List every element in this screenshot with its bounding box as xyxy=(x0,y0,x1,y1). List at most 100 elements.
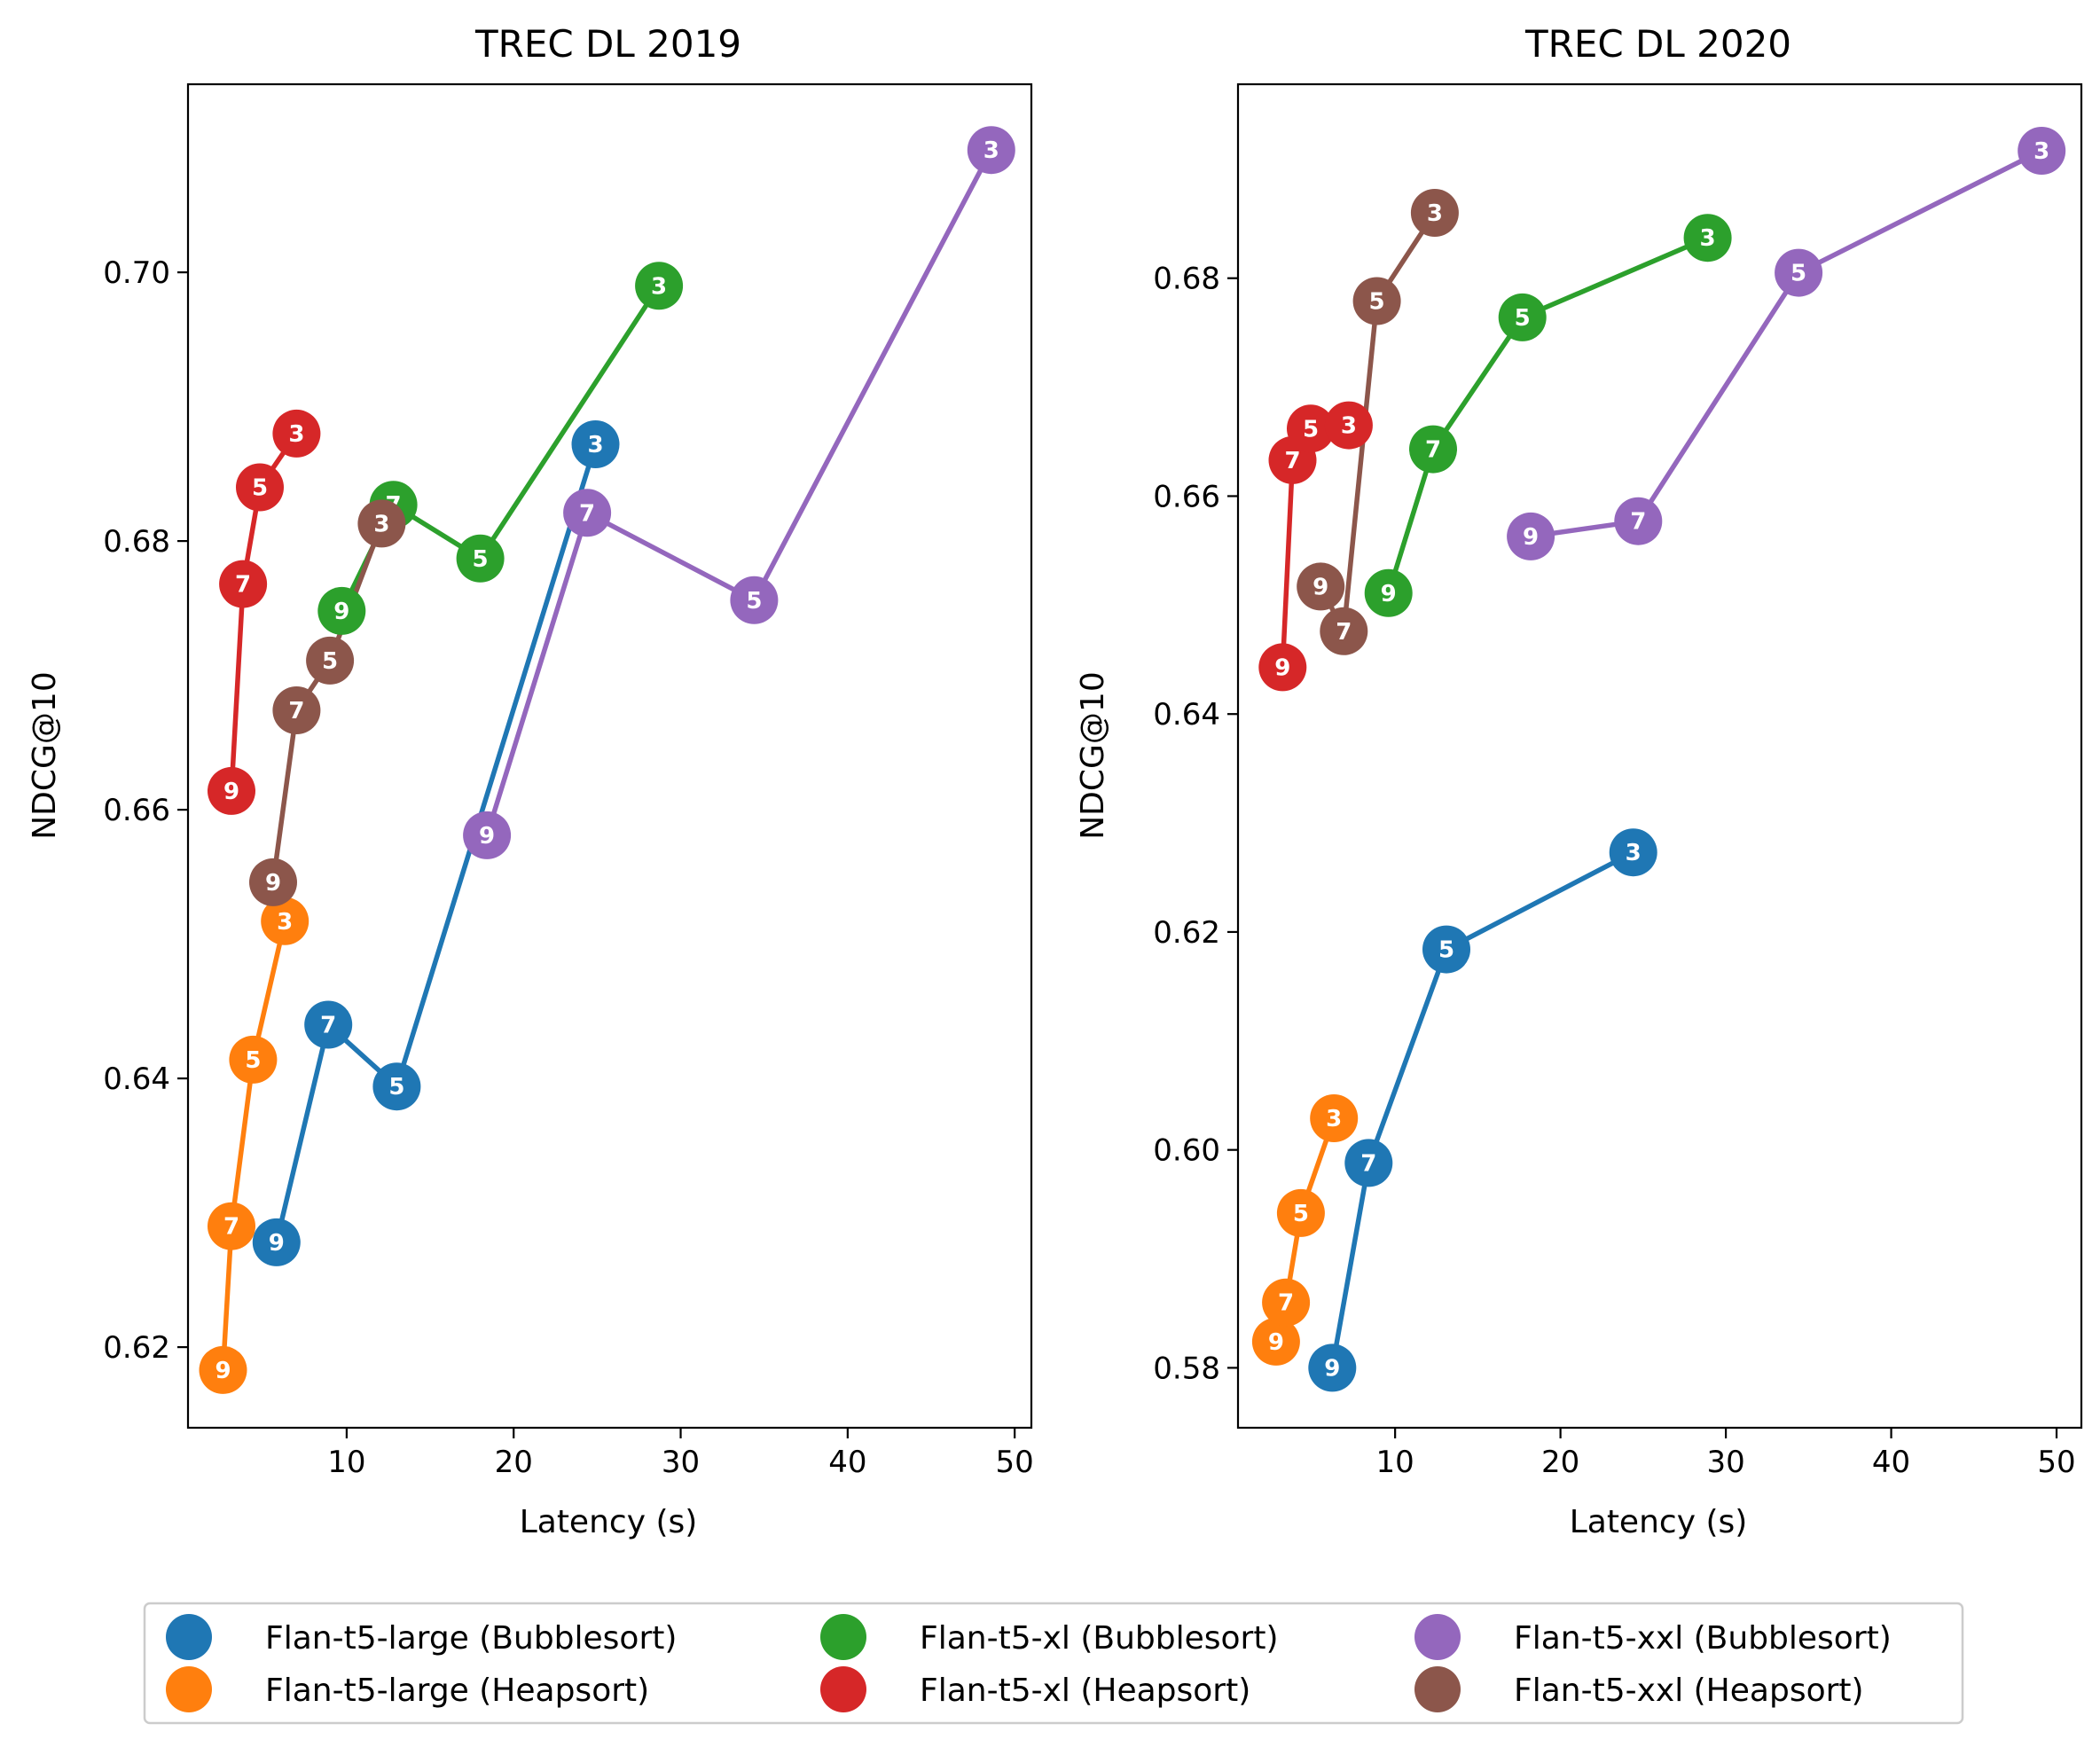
x-tick-label: 20 xyxy=(1541,1445,1579,1480)
data-point xyxy=(219,560,268,608)
data-point xyxy=(1614,497,1663,545)
data-point xyxy=(2018,127,2066,175)
series-line-0 xyxy=(274,442,599,1245)
legend-marker xyxy=(820,1666,866,1712)
data-point-label: 3 xyxy=(587,432,603,458)
data-point xyxy=(1507,512,1555,560)
data-point-label: 3 xyxy=(983,137,999,164)
legend-label: Flan-t5-xl (Bubblesort) xyxy=(920,1620,1279,1657)
data-point-label: 5 xyxy=(1790,261,1806,287)
data-point xyxy=(261,897,310,945)
axes-frame xyxy=(1236,82,2083,1430)
data-point xyxy=(199,1345,247,1394)
series-line-3 xyxy=(229,431,300,794)
x-tick-label: 40 xyxy=(1872,1445,1910,1480)
x-tick-label: 40 xyxy=(828,1445,866,1480)
y-tick-label: 0.62 xyxy=(1153,915,1220,951)
plot-area: 97539753975397539753975310203040500.620.… xyxy=(103,82,1034,1480)
data-point-label: 9 xyxy=(1523,524,1539,551)
data-point xyxy=(252,1218,301,1266)
panel-trec-dl-2020: TREC DL 2020 Latency (s) NDCG@10 9753975… xyxy=(1075,22,2083,1540)
data-point xyxy=(229,1035,278,1084)
data-point-label: 9 xyxy=(333,599,349,625)
data-point xyxy=(1287,404,1335,453)
data-point xyxy=(272,409,321,458)
data-point xyxy=(1262,1278,1311,1327)
data-point-label: 7 xyxy=(320,1013,336,1039)
data-point-label: 3 xyxy=(1700,225,1716,252)
legend-label: Flan-t5-xxl (Heapsort) xyxy=(1514,1673,1864,1709)
y-tick-label: 0.64 xyxy=(1153,697,1220,732)
y-tick-label: 0.58 xyxy=(1153,1351,1220,1386)
data-point-label: 5 xyxy=(1438,937,1454,964)
series-line-4 xyxy=(484,147,994,838)
data-point-label: 9 xyxy=(223,779,239,805)
y-axis-label: NDCG@10 xyxy=(1075,671,1111,840)
legend-marker xyxy=(166,1614,212,1660)
y-tick-label: 0.68 xyxy=(1153,262,1220,297)
data-point xyxy=(463,811,512,859)
legend-label: Flan-t5-xl (Heapsort) xyxy=(920,1673,1250,1709)
x-tick-label: 30 xyxy=(662,1445,700,1480)
data-point xyxy=(249,858,297,906)
series-line-5 xyxy=(1318,210,1438,634)
data-point-label: 9 xyxy=(1324,1355,1340,1382)
data-point xyxy=(1609,828,1657,877)
data-point xyxy=(1258,643,1307,692)
data-point-label: 7 xyxy=(1425,437,1441,464)
data-point xyxy=(967,126,1015,175)
legend-marker xyxy=(1414,1614,1461,1660)
x-tick-label: 10 xyxy=(1376,1445,1414,1480)
data-point-label: 7 xyxy=(288,698,304,725)
data-point-label: 5 xyxy=(473,546,489,573)
data-point xyxy=(1344,1139,1393,1187)
data-point-label: 3 xyxy=(1626,840,1642,866)
series-line-4 xyxy=(1528,148,2044,539)
y-tick-label: 0.68 xyxy=(103,524,170,560)
data-point-label: 3 xyxy=(651,273,667,300)
data-point xyxy=(357,499,406,548)
legend-marker xyxy=(166,1666,212,1712)
data-point-label: 7 xyxy=(1360,1150,1376,1177)
data-point-label: 3 xyxy=(2033,138,2049,165)
data-point-label: 3 xyxy=(1326,1106,1342,1132)
data-point-label: 7 xyxy=(1278,1290,1294,1317)
legend-label: Flan-t5-large (Bubblesort) xyxy=(265,1620,677,1657)
data-point xyxy=(272,686,321,734)
data-point-label: 5 xyxy=(245,1047,261,1074)
data-point-label: 9 xyxy=(1268,1329,1284,1356)
data-point xyxy=(1410,189,1459,237)
data-point xyxy=(236,463,284,512)
legend-marker xyxy=(820,1614,866,1660)
data-point xyxy=(1320,607,1368,655)
y-axis-label: NDCG@10 xyxy=(27,671,63,840)
y-tick-label: 0.62 xyxy=(103,1330,170,1366)
data-point xyxy=(571,420,620,468)
data-point-label: 7 xyxy=(223,1214,239,1241)
panel-title: TREC DL 2020 xyxy=(1524,22,1791,66)
x-tick-label: 50 xyxy=(996,1445,1034,1480)
legend-marker xyxy=(1414,1666,1461,1712)
data-point-label: 3 xyxy=(277,909,293,936)
x-tick-label: 50 xyxy=(2037,1445,2075,1480)
data-point xyxy=(208,766,255,815)
data-point-label: 5 xyxy=(388,1074,404,1101)
data-point xyxy=(1310,1094,1359,1142)
data-point-label: 9 xyxy=(479,823,495,850)
data-point xyxy=(1409,425,1457,474)
legend-items: Flan-t5-large (Bubblesort) Flan-t5-large … xyxy=(166,1614,1892,1712)
data-point-label: 9 xyxy=(269,1230,285,1257)
legend-label: Flan-t5-large (Heapsort) xyxy=(265,1673,649,1709)
data-point xyxy=(306,636,355,685)
data-point-label: 9 xyxy=(1312,574,1328,600)
axes-frame xyxy=(186,82,1033,1430)
x-tick-label: 20 xyxy=(495,1445,533,1480)
data-point xyxy=(1422,925,1470,974)
x-tick-label: 10 xyxy=(327,1445,365,1480)
data-point xyxy=(1498,293,1547,341)
y-tick-label: 0.66 xyxy=(1153,479,1220,514)
x-axis-label: Latency (s) xyxy=(520,1504,698,1540)
data-point xyxy=(1276,1188,1325,1237)
